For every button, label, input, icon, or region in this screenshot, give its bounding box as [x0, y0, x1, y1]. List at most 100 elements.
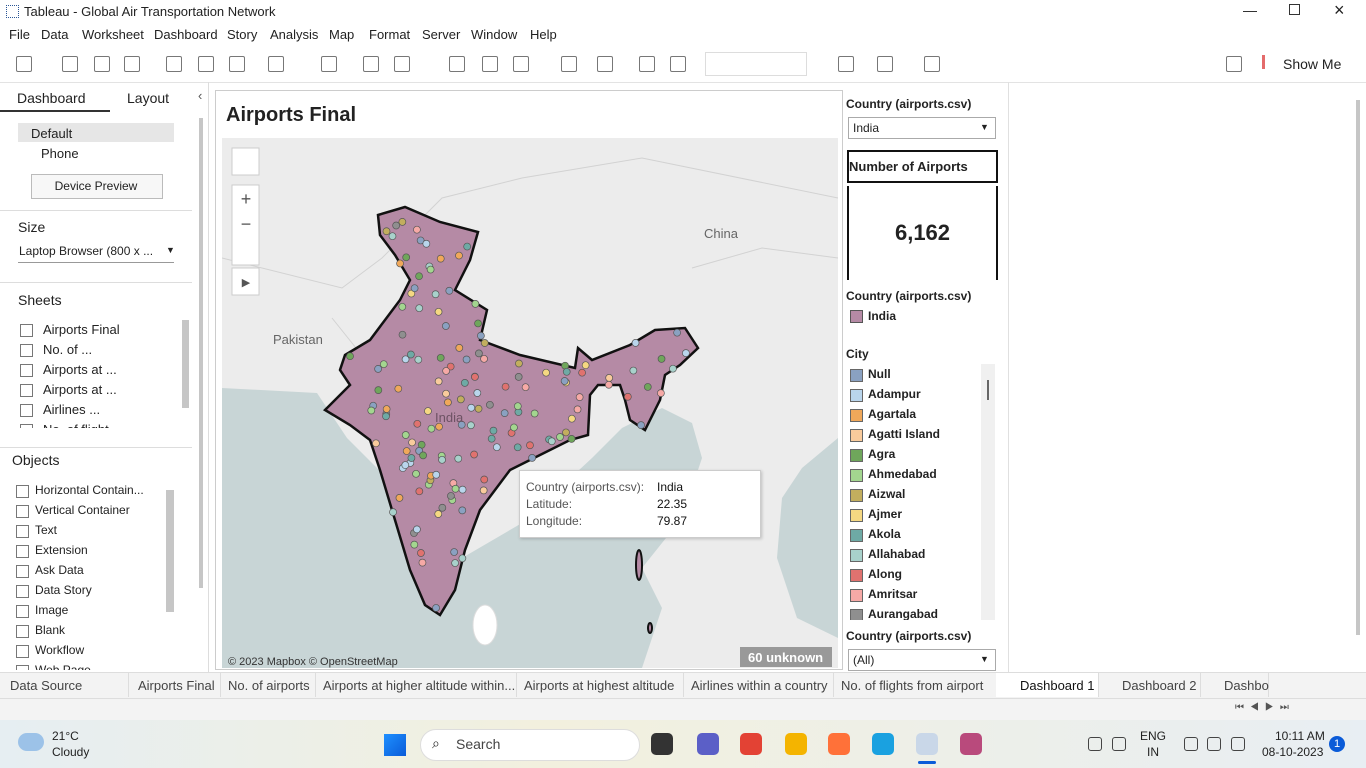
language[interactable]: ENG — [1140, 729, 1167, 743]
city-item[interactable]: Akola — [868, 527, 901, 541]
panel-tab[interactable]: Layout — [127, 90, 170, 106]
city-swatch[interactable] — [850, 609, 863, 620]
weather[interactable]: Cloudy — [52, 745, 90, 759]
toolbar-button[interactable] — [124, 56, 140, 72]
search-box[interactable] — [420, 729, 640, 761]
device-preview-button[interactable]: Device Preview — [54, 179, 138, 193]
toolbar-button[interactable] — [62, 56, 78, 72]
sheet-icon[interactable] — [20, 404, 33, 417]
device-option[interactable]: Phone — [41, 146, 79, 161]
menu-item[interactable]: Story — [227, 27, 258, 42]
sheet-tab[interactable] — [683, 673, 834, 697]
object-icon[interactable] — [16, 625, 29, 638]
sheet-tab[interactable] — [996, 673, 1099, 697]
object-item[interactable]: Extension — [35, 543, 88, 557]
object-icon[interactable] — [16, 545, 29, 558]
unknown-badge[interactable] — [740, 647, 832, 667]
city-swatch[interactable] — [850, 549, 863, 562]
menu-item[interactable]: File — [9, 27, 30, 42]
menu-item[interactable]: Window — [471, 27, 518, 42]
region[interactable]: IN — [1147, 745, 1159, 759]
city-item[interactable]: Ajmer — [868, 507, 903, 521]
object-icon[interactable] — [16, 525, 29, 538]
object-item[interactable]: Web Page — [35, 663, 91, 670]
tray-icon[interactable] — [1088, 737, 1102, 751]
object-item[interactable]: Workflow — [35, 643, 85, 657]
city-item[interactable]: Agatti Island — [868, 427, 941, 441]
menu-item[interactable]: Worksheet — [82, 27, 144, 42]
sheet-icon[interactable] — [20, 424, 33, 428]
unknown-count[interactable]: 60 unknown — [748, 650, 824, 665]
menu-item[interactable]: Format — [369, 27, 411, 42]
city-swatch[interactable] — [850, 409, 863, 422]
device-option[interactable]: Default — [31, 126, 73, 141]
taskbar-app[interactable] — [785, 733, 807, 755]
notification-badge[interactable]: 1 — [1329, 736, 1345, 752]
object-item[interactable]: Horizontal Contain... — [35, 483, 144, 497]
sheet-tab-label[interactable]: Airports at higher altitude within... — [323, 678, 516, 693]
temperature[interactable]: 21°C — [52, 729, 79, 743]
sheet-icon[interactable] — [20, 344, 33, 357]
object-icon[interactable] — [16, 505, 29, 518]
menu-item[interactable]: Data — [41, 27, 69, 42]
tray-icon[interactable] — [1184, 737, 1198, 751]
legend-scrollbar[interactable] — [981, 364, 995, 620]
dropdown-arrow[interactable]: ▼ — [980, 654, 989, 664]
sheet-icon[interactable] — [20, 384, 33, 397]
search-icon[interactable]: ⌕ — [432, 735, 440, 751]
toolbar-button[interactable] — [166, 56, 182, 72]
minimize-button[interactable]: — — [1243, 2, 1257, 18]
sheet-tab[interactable] — [1098, 673, 1201, 697]
sheet-item[interactable]: No. of flight — [43, 422, 109, 428]
toolbar-button[interactable] — [94, 56, 110, 72]
city-item[interactable]: Adampur — [868, 387, 921, 401]
city-swatch[interactable] — [850, 589, 863, 602]
sheet-tab[interactable] — [2, 673, 129, 697]
city-item[interactable]: Agra — [868, 447, 896, 461]
object-icon[interactable] — [16, 665, 29, 670]
zoom-controls[interactable] — [231, 184, 260, 266]
object-item[interactable]: Vertical Container — [35, 503, 130, 517]
scrollbar[interactable] — [166, 490, 174, 612]
device-preview-button-box[interactable] — [31, 174, 163, 199]
taskbar-app[interactable] — [960, 733, 982, 755]
sheet-icon[interactable] — [20, 324, 33, 337]
toolbar-button[interactable] — [198, 56, 214, 72]
toolbar-button[interactable] — [877, 56, 893, 72]
taskbar-app[interactable] — [916, 733, 938, 755]
toolbar-dropdown[interactable] — [705, 52, 807, 76]
taskbar-app[interactable] — [872, 733, 894, 755]
city-item[interactable]: Null — [868, 367, 891, 381]
city-swatch[interactable] — [850, 529, 863, 542]
object-item[interactable]: Data Story — [35, 583, 92, 597]
panel-tab[interactable]: Dashboard — [17, 90, 86, 106]
toolbar-button[interactable] — [229, 56, 245, 72]
sheet-tab[interactable] — [315, 673, 517, 697]
sheet-tab[interactable] — [516, 673, 684, 697]
city-item[interactable]: Ahmedabad — [868, 467, 937, 481]
menu-item[interactable]: Dashboard — [154, 27, 218, 42]
dropdown-arrow[interactable]: ▼ — [166, 245, 175, 255]
start-button[interactable] — [384, 734, 406, 756]
city-item[interactable]: Along — [868, 567, 902, 581]
sheet-item[interactable]: No. of ... — [43, 342, 93, 357]
toolbar-button[interactable] — [268, 56, 284, 72]
search-placeholder[interactable]: Search — [456, 736, 501, 752]
sheet-tab-label[interactable]: Dashboard 1 — [1020, 678, 1095, 693]
object-icon[interactable] — [16, 565, 29, 578]
city-swatch[interactable] — [850, 389, 863, 402]
legend-swatch[interactable] — [850, 310, 863, 323]
city-swatch[interactable] — [850, 569, 863, 582]
city-swatch[interactable] — [850, 449, 863, 462]
scrollbar[interactable] — [182, 320, 189, 408]
city-swatch[interactable] — [850, 429, 863, 442]
object-item[interactable]: Blank — [35, 623, 66, 637]
toolbar-button[interactable] — [321, 56, 337, 72]
filter-dropdown[interactable] — [848, 117, 996, 139]
zoom-in[interactable]: + — [241, 189, 252, 209]
sheet-tab-label[interactable]: No. of flights from airport — [841, 678, 984, 693]
object-item[interactable]: Text — [35, 523, 58, 537]
collapse-button[interactable]: ‹ — [198, 88, 203, 103]
tray-icon[interactable] — [1207, 737, 1221, 751]
city-swatch[interactable] — [850, 489, 863, 502]
